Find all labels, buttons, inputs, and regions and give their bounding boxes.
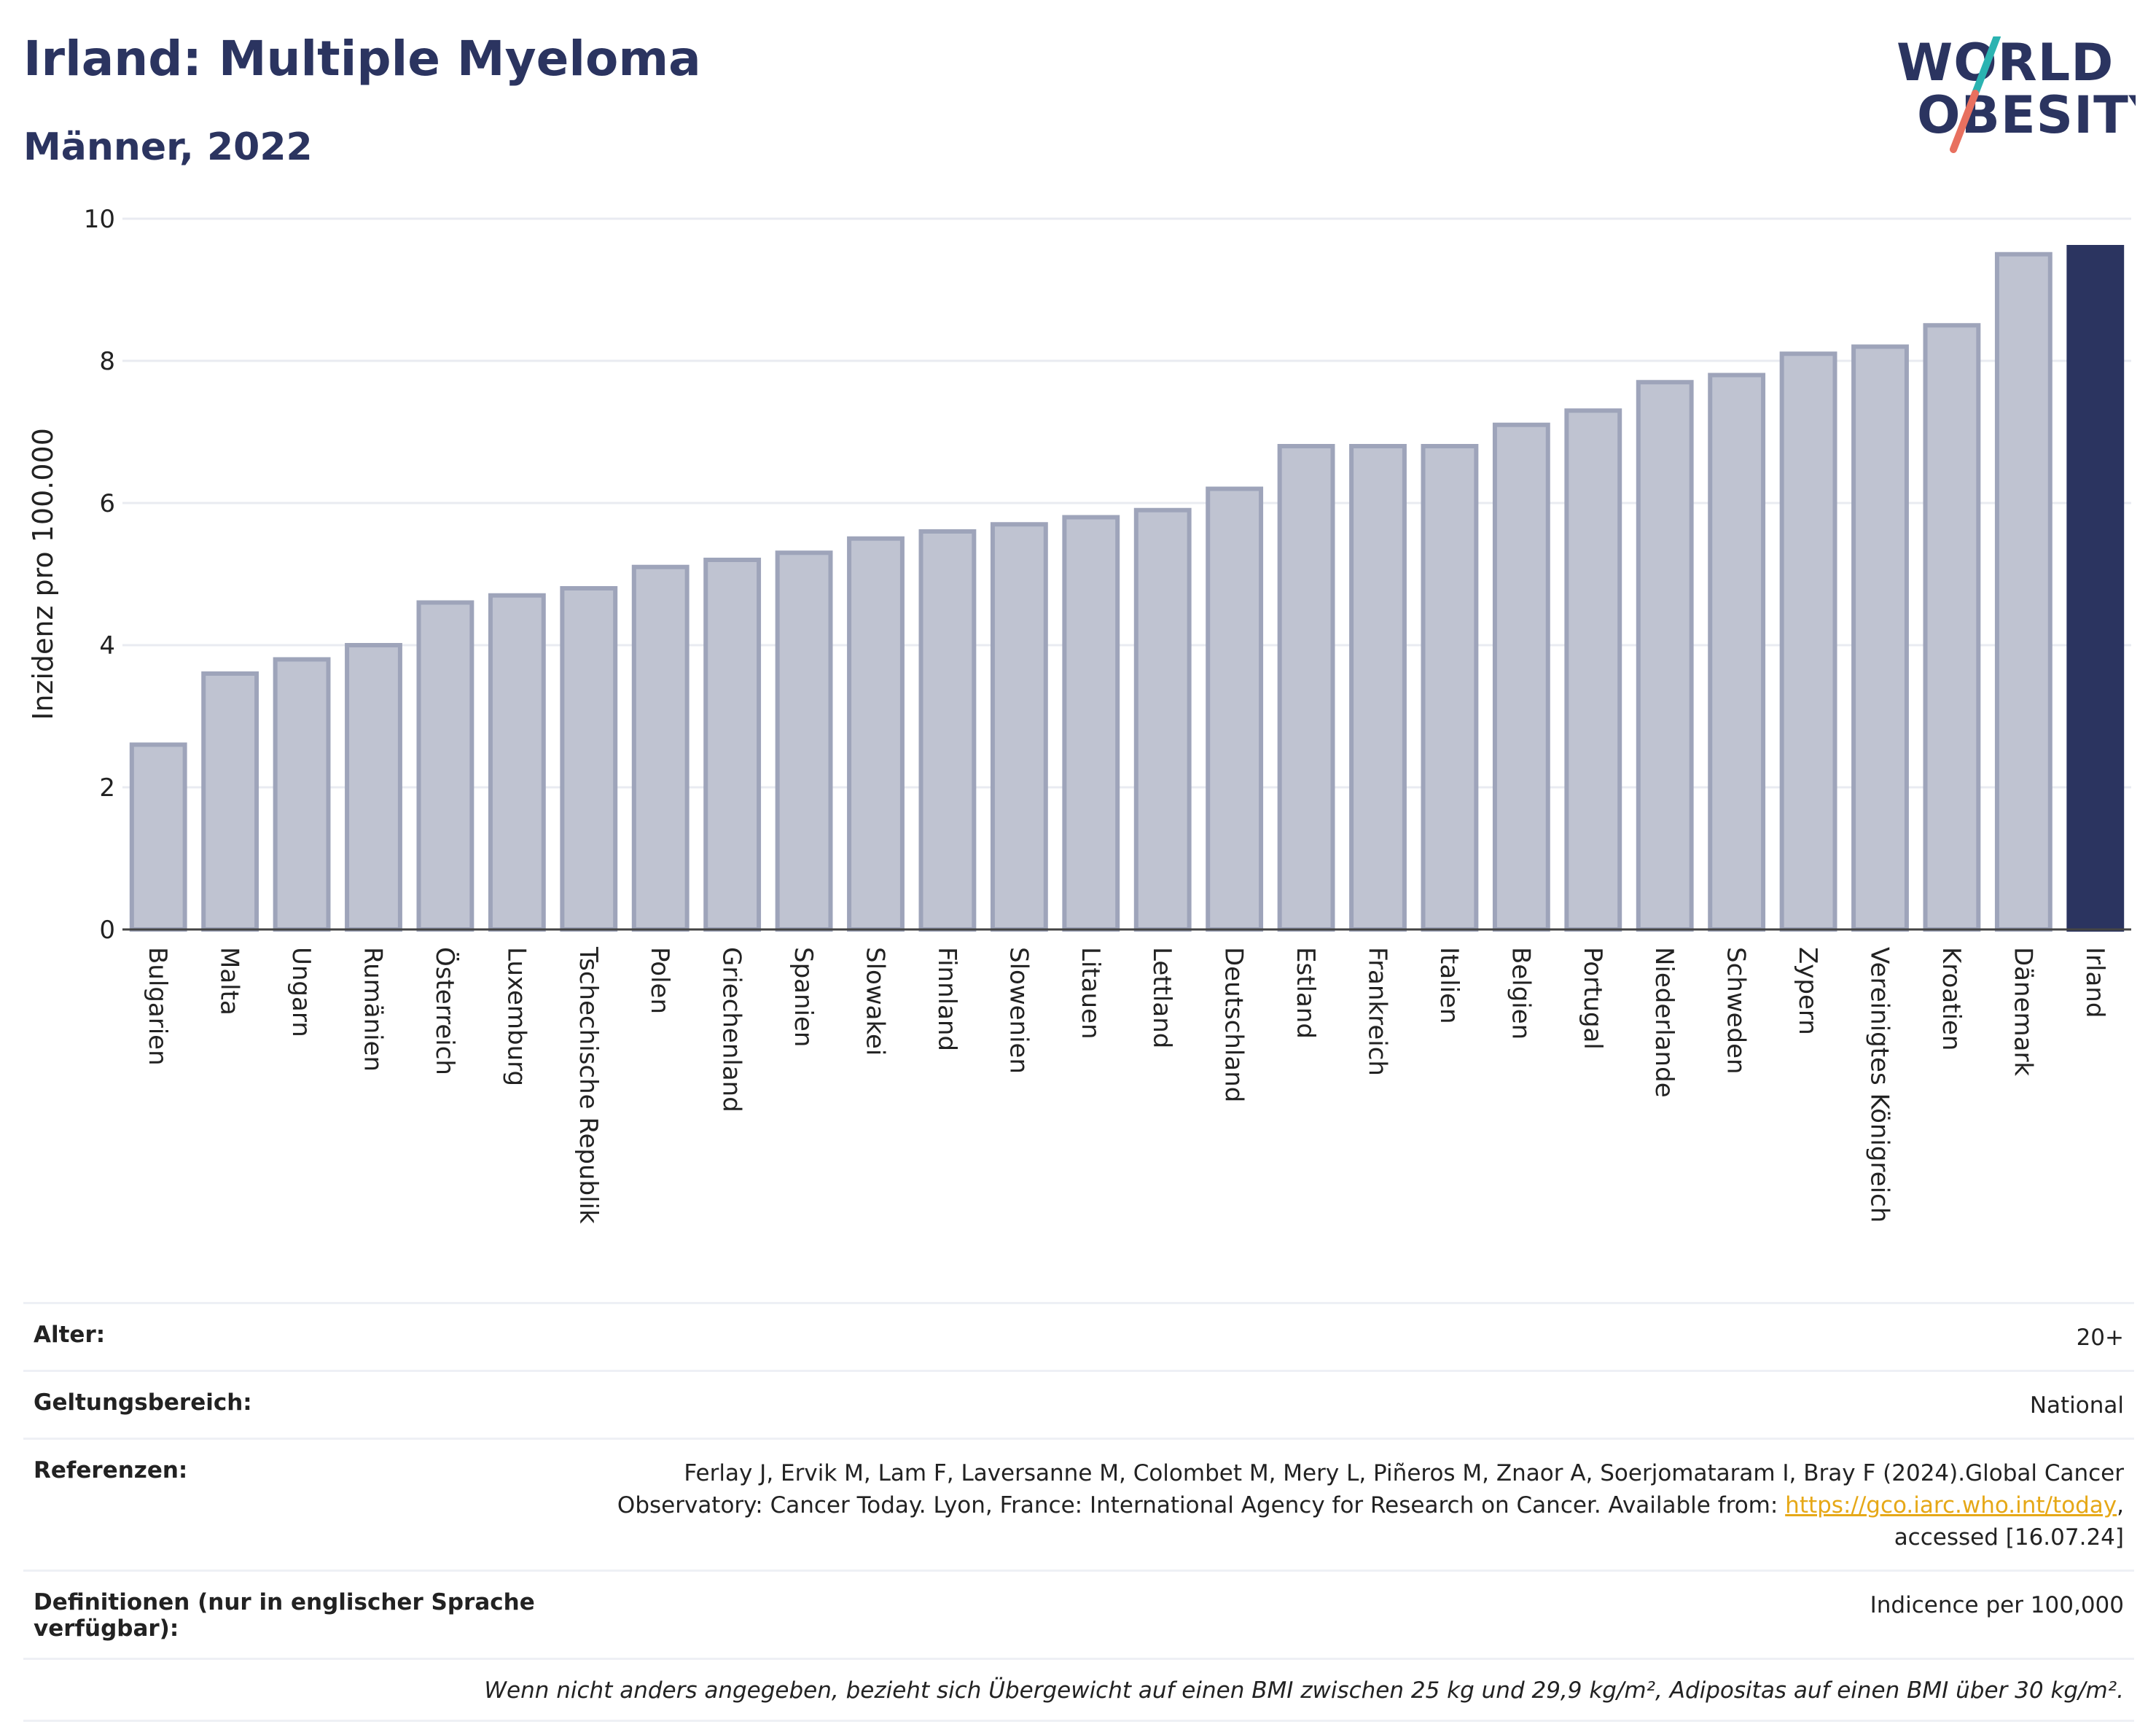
bar-niederlande [1636, 380, 1694, 932]
x-tick-label: Estland [1291, 947, 1320, 1039]
reference-link[interactable]: https://gco.iarc.who.int/today [1785, 1492, 2117, 1518]
age-label: Alter: [34, 1322, 106, 1348]
bar-kroatien [1923, 323, 1981, 932]
references-label: Referenzen: [34, 1457, 188, 1483]
x-tick-label: Slowenien [1004, 947, 1033, 1074]
bar-finnland [918, 529, 977, 932]
bar-polen [631, 564, 690, 932]
bar-schweden [1708, 373, 1766, 932]
bar-zypern [1779, 351, 1837, 932]
logo-line2: OBESITY [1917, 85, 2136, 145]
x-tick-label: Portugal [1578, 947, 1607, 1050]
x-tick-label: Schweden [1722, 947, 1751, 1075]
bar-malta [201, 671, 259, 932]
x-tick-label: Deutschland [1219, 947, 1249, 1102]
y-tick-label: 2 [99, 773, 115, 803]
info-row-note: Wenn nicht anders angegeben, bezieht sic… [23, 1658, 2134, 1722]
world-obesity-logo: WORLD OBESITY [1897, 36, 2136, 153]
x-tick-label: Vereinigtes Königreich [1865, 947, 1894, 1223]
x-tick-label: Zypern [1793, 947, 1822, 1035]
bar-bulgarien [129, 742, 187, 932]
bar-vereinigtes-königreich [1851, 344, 1909, 932]
y-tick-label: 4 [99, 631, 115, 660]
x-tick-label: Finnland [932, 947, 961, 1051]
info-table: Alter: 20+ Geltungsbereich: National Ref… [23, 1302, 2134, 1722]
bmi-note: Wenn nicht anders angegeben, bezieht sic… [484, 1677, 2124, 1704]
info-row-references: Referenzen: Ferlay J, Ervik M, Lam F, La… [23, 1438, 2134, 1570]
chart-title: Irland: Multiple Myeloma [23, 31, 701, 87]
bar-irland [2066, 245, 2125, 932]
reference-text-1: Ferlay J, Ervik M, Lam F, Laversanne M, … [684, 1460, 2124, 1486]
logo-line1: WORLD [1897, 36, 2114, 93]
age-value: 20+ [2076, 1325, 2124, 1351]
bar-italien [1421, 444, 1479, 932]
x-tick-label: Frankreich [1363, 947, 1392, 1076]
bar-luxemburg [488, 593, 546, 932]
bar-rumänien [345, 643, 402, 932]
x-tick-label: Österreich [430, 947, 460, 1075]
definitions-label: Definitionen (nur in englischer Sprache … [34, 1589, 535, 1642]
x-tick-label: Spanien [789, 947, 818, 1047]
bar-chart: 0 2 4 6 8 10 Bulgarien Malta Ungarn Rumänien Öste… [27, 205, 2131, 1224]
bar-belgien [1492, 422, 1550, 932]
y-tick-label: 6 [99, 489, 115, 518]
y-tick-labels: 0 2 4 6 8 10 [84, 205, 115, 945]
x-tick-label: Bulgarien [143, 947, 172, 1066]
bars [129, 245, 2125, 932]
bar-estland [1277, 444, 1335, 932]
definitions-value: Indicence per 100,000 [1870, 1592, 2124, 1618]
x-tick-label: Ungarn [286, 947, 316, 1037]
y-tick-label: 10 [84, 205, 115, 234]
y-tick-label: 0 [99, 916, 115, 945]
bar-spanien [775, 550, 833, 932]
scope-label: Geltungsbereich: [34, 1389, 252, 1416]
bar-deutschland [1206, 486, 1264, 932]
bar-litauen [1062, 515, 1120, 932]
chart-subtitle: Männer, 2022 [23, 125, 313, 169]
x-tick-label: Rumänien [359, 947, 388, 1072]
x-tick-label: Slowakei [861, 947, 890, 1056]
references-value: Ferlay J, Ervik M, Lam F, Laversanne M, … [544, 1457, 2124, 1553]
x-tick-label: Dänemark [2008, 947, 2037, 1076]
scope-value: National [2029, 1392, 2124, 1419]
bar-slowenien [990, 522, 1048, 932]
reference-text-3: , [2117, 1492, 2124, 1518]
info-row-definitions: Definitionen (nur in englischer Sprache … [23, 1570, 2134, 1658]
bar-slowakei [847, 536, 905, 932]
x-tick-label: Litauen [1076, 947, 1105, 1040]
bar-frankreich [1349, 444, 1407, 932]
x-tick-label: Belgien [1506, 947, 1535, 1040]
bar-tschechische-republik [560, 586, 618, 932]
reference-text-2: Observatory: Cancer Today. Lyon, France:… [617, 1492, 1786, 1518]
bar-dänemark [1994, 252, 2053, 932]
y-axis-label: Inzidenz pro 100.000 [27, 428, 59, 720]
x-tick-label: Lettland [1147, 947, 1176, 1048]
x-tick-label: Niederlande [1649, 947, 1679, 1098]
bar-portugal [1564, 408, 1622, 932]
info-row-age: Alter: 20+ [23, 1302, 2134, 1370]
x-tick-label: Tschechische Republik [574, 946, 603, 1224]
bar-ungarn [273, 657, 331, 932]
x-tick-label: Irland [2080, 947, 2109, 1018]
bar-österreich [416, 600, 474, 932]
x-tick-labels: Bulgarien Malta Ungarn Rumänien Österreich Lu… [143, 946, 2109, 1224]
x-tick-label: Luxemburg [501, 947, 531, 1086]
x-tick-label: Kroatien [1937, 947, 1966, 1050]
y-tick-label: 8 [99, 347, 115, 376]
reference-text-4: accessed [16.07.24] [1894, 1524, 2124, 1551]
logo-stroke-teal [1972, 36, 2001, 97]
info-row-scope: Geltungsbereich: National [23, 1370, 2134, 1438]
x-tick-label: Italien [1434, 947, 1464, 1024]
bar-griechenland [703, 558, 762, 932]
x-tick-label: Malta [215, 947, 244, 1015]
logo-stroke-coral [1950, 90, 1979, 153]
x-tick-label: Polen [645, 947, 674, 1014]
bar-lettland [1133, 507, 1192, 932]
x-tick-label: Griechenland [717, 947, 746, 1112]
